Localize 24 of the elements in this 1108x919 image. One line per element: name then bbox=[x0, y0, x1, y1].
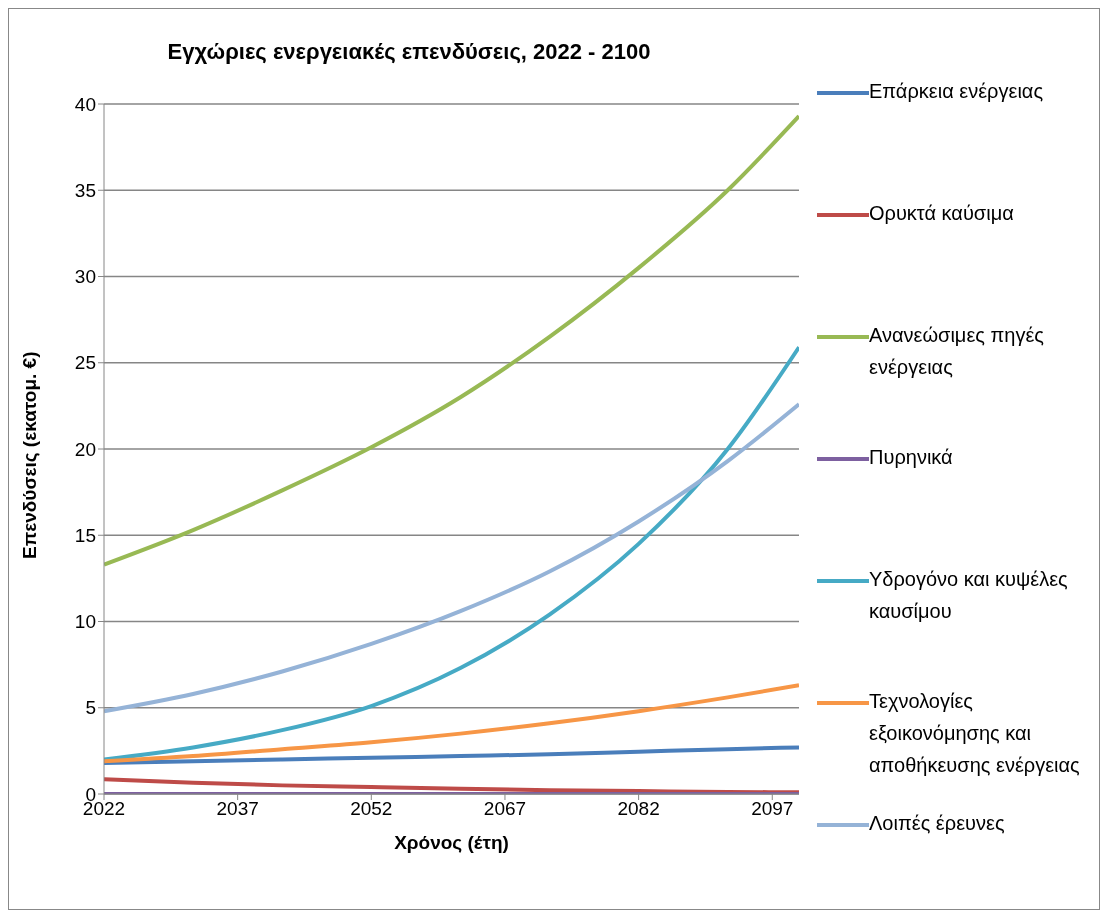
line-series bbox=[104, 745, 799, 765]
x-tick-label: 2037 bbox=[216, 798, 259, 820]
y-tick-label: 20 bbox=[74, 438, 96, 460]
legend-label: Πυρηνικά bbox=[869, 445, 954, 470]
x-tick-label: 2067 bbox=[483, 798, 527, 820]
x-tick-label: 2082 bbox=[617, 798, 660, 820]
legend-label: Επάρκεια ενέργειας bbox=[869, 79, 1045, 104]
y-tick-label: 35 bbox=[74, 179, 96, 201]
x-tick-label: 2052 bbox=[350, 798, 393, 820]
y-tick-label: 10 bbox=[74, 611, 96, 633]
y-tick-label: 40 bbox=[74, 93, 96, 115]
legend-label: Υδρογόνο και κυψέλες καυσίμου bbox=[869, 567, 1069, 624]
legend-label: Ανανεώσιμες πηγές ενέργειας bbox=[869, 323, 1045, 380]
x-tick-label: 2097 bbox=[751, 798, 794, 820]
legend-label: Λοιπές έρευνες bbox=[869, 811, 1006, 836]
y-axis-title: Επενδύσεις (εκατομ. €) bbox=[18, 351, 40, 559]
legend-label: Ορυκτά καύσιμα bbox=[869, 201, 1015, 226]
y-tick-label: 5 bbox=[85, 697, 96, 719]
y-tick-label: 15 bbox=[74, 524, 96, 546]
y-tick-label: 30 bbox=[74, 266, 96, 288]
chart-title: Εγχώριες ενεργειακές επενδύσεις, 2022 - 2100 bbox=[166, 39, 652, 65]
x-axis-title: Χρόνος (έτη) bbox=[394, 832, 509, 853]
y-tick-label: 25 bbox=[74, 352, 96, 374]
legend-label: Τεχνολογίες εξοικονόμησης και αποθήκευσης ενέργειας bbox=[869, 689, 1081, 778]
